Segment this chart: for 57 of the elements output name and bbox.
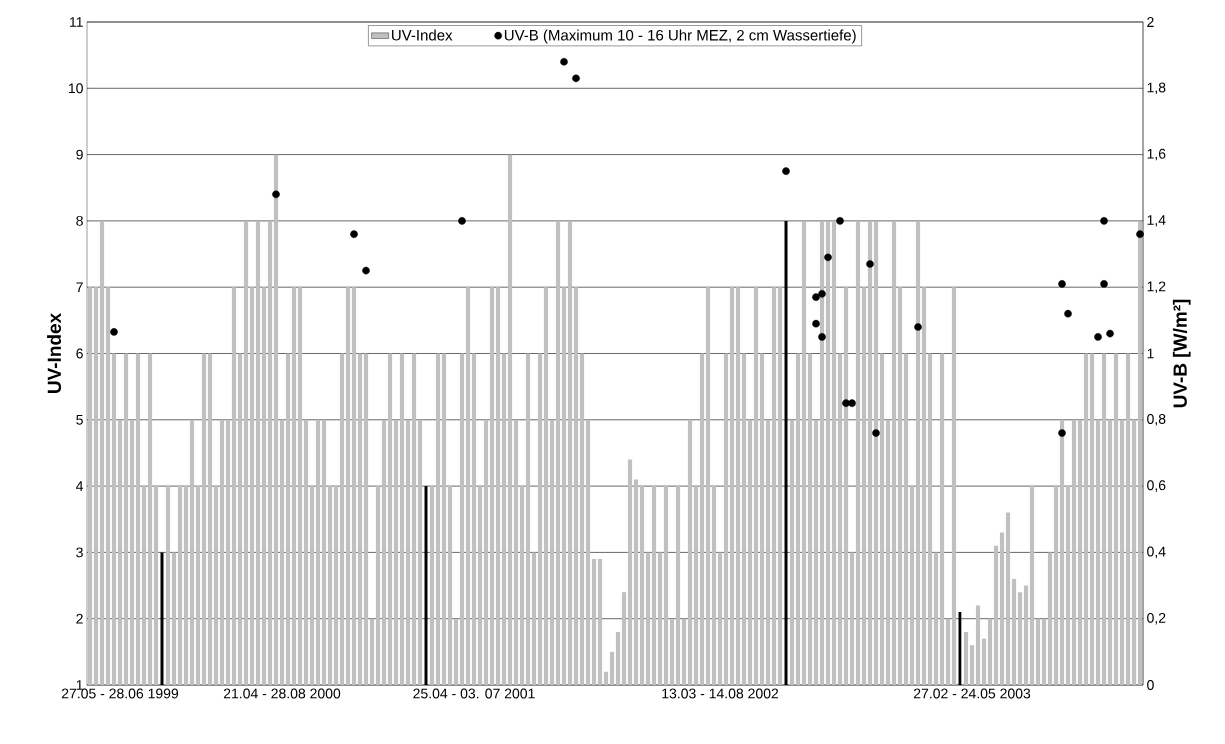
point [458, 217, 466, 225]
point [350, 230, 358, 238]
y2-tick-label: 1,2 [1147, 281, 1166, 293]
y-tick-label: 7 [76, 282, 83, 293]
point [812, 293, 820, 301]
legend-label: UV-Index [392, 29, 453, 41]
point [782, 167, 790, 175]
y-tick-label: 2 [76, 613, 83, 624]
y-tick-label: 3 [76, 547, 83, 558]
point [866, 260, 874, 268]
x-tick-label: 21.04 - 28.08 2000 [223, 688, 341, 699]
point [272, 190, 280, 199]
y-tick-label: 9 [76, 149, 83, 160]
legend-label: UV-B (Maximum 10 - 16 Uhr MEZ, 2 cm Wassertiefe) [504, 29, 856, 44]
y2-axis-title: UV-B [W/m²] [1172, 299, 1191, 408]
y-axis-title: UV-Index [47, 312, 62, 393]
y-tick-label: 11 [70, 17, 83, 27]
point [1100, 280, 1108, 288]
point [1064, 309, 1072, 318]
y-tick-label: 1 [76, 680, 83, 690]
point [110, 328, 118, 336]
point [914, 323, 922, 331]
point [812, 319, 820, 328]
point [362, 266, 370, 275]
point [1100, 217, 1108, 225]
y-tick-label: 5 [76, 414, 83, 425]
point [824, 253, 832, 262]
point [1058, 429, 1066, 437]
x-tick-label: 13.03 - 14.08 2002 [662, 688, 779, 699]
y2-tick-label: 1,8 [1147, 82, 1166, 95]
y-tick-label: 6 [76, 348, 83, 359]
point [1106, 329, 1114, 338]
y2-tick-label: 0,8 [1147, 414, 1166, 426]
x-tick-label: 25.04 - 03. 07 2001 [413, 688, 535, 699]
point [836, 217, 844, 225]
x-tick-label: 27.05 - 28.06 1999 [61, 688, 179, 699]
point [818, 333, 826, 341]
y2-tick-label: 0 [1147, 680, 1154, 690]
y2-tick-label: 1,4 [1147, 215, 1166, 227]
point [560, 57, 568, 66]
point [818, 290, 826, 298]
y-tick-label: 10 [68, 83, 83, 94]
y2-tick-label: 0,2 [1147, 612, 1166, 625]
point [1058, 280, 1066, 288]
point [872, 429, 880, 437]
point [572, 74, 580, 83]
y2-tick-label: 1 [1147, 348, 1154, 359]
point [1094, 333, 1102, 341]
point [1136, 230, 1144, 238]
y2-tick-label: 2 [1147, 17, 1154, 27]
y2-tick-label: 1,6 [1147, 148, 1166, 161]
y2-tick-label: 0,6 [1147, 480, 1166, 492]
y-tick-label: 8 [76, 215, 83, 226]
point [848, 399, 856, 408]
x-tick-label: 27.02 - 24.05 2003 [913, 688, 1031, 699]
y2-tick-label: 0,4 [1147, 546, 1166, 559]
y-tick-label: 4 [76, 481, 84, 491]
